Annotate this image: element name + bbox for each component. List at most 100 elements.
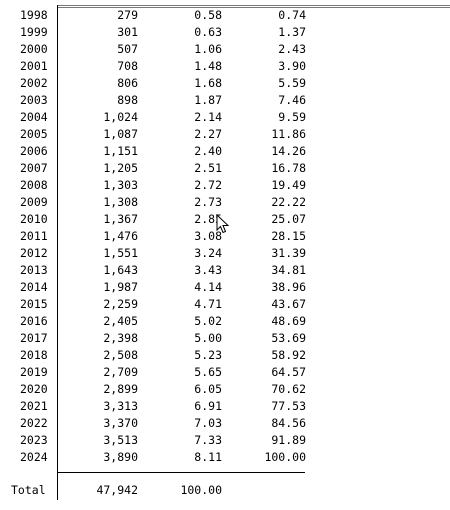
mouse-pointer-icon bbox=[216, 214, 230, 234]
freq-cell: 1,476 bbox=[103, 229, 138, 243]
year-cell: 2005 bbox=[20, 127, 48, 141]
table-row: 2003 898 1.87 7.46 bbox=[0, 92, 310, 109]
table-row: 1998 279 0.58 0.74 bbox=[0, 7, 310, 24]
table-row: 2008 1,303 2.72 19.49 bbox=[0, 177, 310, 194]
cum-cell: 19.49 bbox=[271, 178, 306, 192]
year-cell: 2018 bbox=[20, 348, 48, 362]
year-cell: 2019 bbox=[20, 365, 48, 379]
percent-cell: 5.23 bbox=[194, 348, 222, 362]
percent-cell: 5.02 bbox=[194, 314, 222, 328]
year-cell: 2020 bbox=[20, 382, 48, 396]
table-row: 2004 1,024 2.14 9.59 bbox=[0, 109, 310, 126]
freq-cell: 3,513 bbox=[103, 433, 138, 447]
table-row: 2002 806 1.68 5.59 bbox=[0, 75, 310, 92]
year-cell: 2003 bbox=[20, 93, 48, 107]
table-row: 2019 2,709 5.65 64.57 bbox=[0, 364, 310, 381]
freq-cell: 3,890 bbox=[103, 450, 138, 464]
percent-cell: 2.72 bbox=[194, 178, 222, 192]
cum-cell: 34.81 bbox=[271, 263, 306, 277]
year-cell: 2022 bbox=[20, 416, 48, 430]
total-percent: 100.00 bbox=[180, 483, 222, 497]
total-freq: 47,942 bbox=[96, 483, 138, 497]
cum-cell: 22.22 bbox=[271, 195, 306, 209]
year-cell: 2024 bbox=[20, 450, 48, 464]
year-cell: 2009 bbox=[20, 195, 48, 209]
table-row: 2011 1,476 3.08 28.15 bbox=[0, 228, 310, 245]
year-cell: 2011 bbox=[20, 229, 48, 243]
cum-cell: 100.00 bbox=[264, 450, 306, 464]
cum-cell: 70.62 bbox=[271, 382, 306, 396]
freq-cell: 1,024 bbox=[103, 110, 138, 124]
freq-cell: 3,313 bbox=[103, 399, 138, 413]
cum-cell: 31.39 bbox=[271, 246, 306, 260]
table-row: 2005 1,087 2.27 11.86 bbox=[0, 126, 310, 143]
percent-cell: 1.87 bbox=[194, 93, 222, 107]
table-row: 2020 2,899 6.05 70.62 bbox=[0, 381, 310, 398]
percent-cell: 2.85 bbox=[194, 212, 222, 226]
cum-cell: 25.07 bbox=[271, 212, 306, 226]
percent-cell: 3.08 bbox=[194, 229, 222, 243]
freq-cell: 2,899 bbox=[103, 382, 138, 396]
cum-cell: 77.53 bbox=[271, 399, 306, 413]
year-cell: 2012 bbox=[20, 246, 48, 260]
percent-cell: 4.14 bbox=[194, 280, 222, 294]
table-separator-total bbox=[57, 472, 305, 473]
percent-cell: 2.40 bbox=[194, 144, 222, 158]
cum-cell: 28.15 bbox=[271, 229, 306, 243]
cum-cell: 58.92 bbox=[271, 348, 306, 362]
table-row: 2013 1,643 3.43 34.81 bbox=[0, 262, 310, 279]
percent-cell: 2.14 bbox=[194, 110, 222, 124]
table-row: 2023 3,513 7.33 91.89 bbox=[0, 432, 310, 449]
year-cell: 2016 bbox=[20, 314, 48, 328]
freq-cell: 1,643 bbox=[103, 263, 138, 277]
percent-cell: 8.11 bbox=[194, 450, 222, 464]
year-cell: 2006 bbox=[20, 144, 48, 158]
cum-cell: 91.89 bbox=[271, 433, 306, 447]
table-row: 2018 2,508 5.23 58.92 bbox=[0, 347, 310, 364]
freq-cell: 1,303 bbox=[103, 178, 138, 192]
freq-cell: 507 bbox=[117, 42, 138, 56]
table-row: 2015 2,259 4.71 43.67 bbox=[0, 296, 310, 313]
cum-cell: 53.69 bbox=[271, 331, 306, 345]
freq-cell: 2,508 bbox=[103, 348, 138, 362]
table-row: 2000 507 1.06 2.43 bbox=[0, 41, 310, 58]
frequency-table-body: 1998 279 0.58 0.74 1999 301 0.63 1.37 2000 507 1.0… bbox=[0, 7, 310, 466]
cum-cell: 5.59 bbox=[278, 76, 306, 90]
total-label: Total bbox=[11, 483, 46, 497]
table-row: 2010 1,367 2.85 25.07 bbox=[0, 211, 310, 228]
freq-cell: 1,151 bbox=[103, 144, 138, 158]
year-cell: 2014 bbox=[20, 280, 48, 294]
freq-cell: 2,405 bbox=[103, 314, 138, 328]
table-row: 2016 2,405 5.02 48.69 bbox=[0, 313, 310, 330]
percent-cell: 1.68 bbox=[194, 76, 222, 90]
total-row: Total 47,942 100.00 bbox=[0, 482, 310, 499]
year-cell: 2017 bbox=[20, 331, 48, 345]
year-cell: 2001 bbox=[20, 59, 48, 73]
table-row: 2012 1,551 3.24 31.39 bbox=[0, 245, 310, 262]
percent-cell: 6.91 bbox=[194, 399, 222, 413]
cum-cell: 7.46 bbox=[278, 93, 306, 107]
table-row: 2017 2,398 5.00 53.69 bbox=[0, 330, 310, 347]
freq-cell: 1,367 bbox=[103, 212, 138, 226]
cum-cell: 2.43 bbox=[278, 42, 306, 56]
year-cell: 2010 bbox=[20, 212, 48, 226]
freq-cell: 2,709 bbox=[103, 365, 138, 379]
table-separator-vertical bbox=[57, 5, 58, 500]
year-cell: 2008 bbox=[20, 178, 48, 192]
percent-cell: 2.27 bbox=[194, 127, 222, 141]
table-top-rule bbox=[57, 5, 450, 6]
freq-cell: 2,259 bbox=[103, 297, 138, 311]
cum-cell: 14.26 bbox=[271, 144, 306, 158]
cum-cell: 84.56 bbox=[271, 416, 306, 430]
year-cell: 2023 bbox=[20, 433, 48, 447]
year-cell: 2015 bbox=[20, 297, 48, 311]
year-cell: 2021 bbox=[20, 399, 48, 413]
percent-cell: 4.71 bbox=[194, 297, 222, 311]
table-top-rule-inner bbox=[57, 7, 450, 8]
year-cell: 2004 bbox=[20, 110, 48, 124]
year-cell: 2000 bbox=[20, 42, 48, 56]
table-row: 2009 1,308 2.73 22.22 bbox=[0, 194, 310, 211]
freq-cell: 3,370 bbox=[103, 416, 138, 430]
freq-cell: 2,398 bbox=[103, 331, 138, 345]
freq-cell: 301 bbox=[117, 25, 138, 39]
